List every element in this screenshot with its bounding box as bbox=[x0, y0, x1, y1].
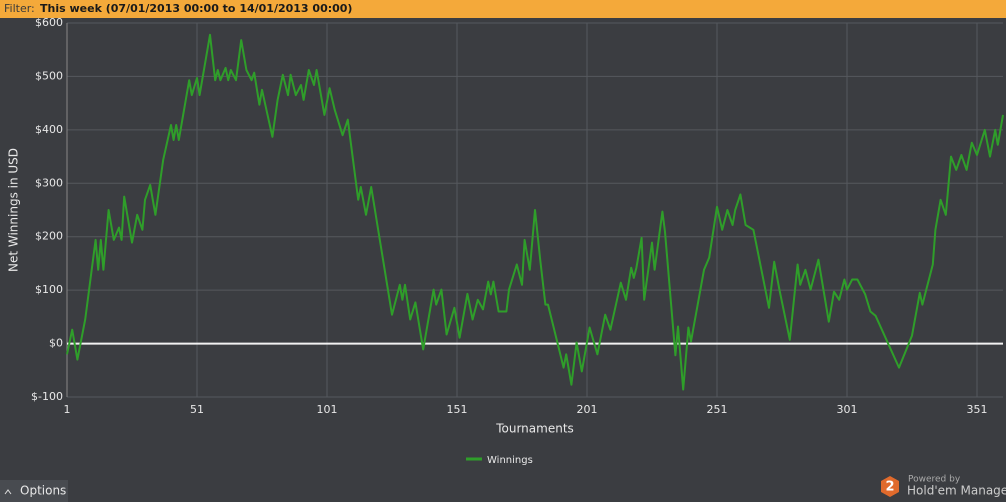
y-tick-label: $100 bbox=[35, 283, 63, 296]
x-tick-label: 1 bbox=[64, 403, 71, 416]
y-tick-label: $300 bbox=[35, 176, 63, 189]
logo-number: 2 bbox=[885, 480, 894, 495]
x-tick-label: 51 bbox=[190, 403, 204, 416]
brand: Hold'em Manager bbox=[907, 484, 1006, 498]
line bbox=[66, 33, 1004, 391]
options-button[interactable] bbox=[0, 480, 68, 502]
x-axis-title: Tournaments bbox=[495, 422, 574, 436]
filter-bar bbox=[0, 0, 1006, 18]
x-tick-label: 301 bbox=[837, 403, 858, 416]
options-label: Options bbox=[20, 484, 66, 498]
x-tick-label: 251 bbox=[707, 403, 728, 416]
x-tick-label: 101 bbox=[317, 403, 338, 416]
y-tick-label: $600 bbox=[35, 16, 63, 29]
logo-badge bbox=[881, 476, 899, 497]
filter-value[interactable]: This week (07/01/2013 00:00 to 14/01/201… bbox=[40, 2, 352, 15]
y-tick-label: $400 bbox=[35, 123, 63, 136]
y-axis-title: Net Winnings in USD bbox=[7, 148, 21, 272]
y-tick-label: $200 bbox=[35, 230, 63, 243]
powered-by: Powered by bbox=[908, 475, 961, 485]
legend-label: Winnings bbox=[487, 455, 533, 466]
filter-label: Filter: bbox=[4, 2, 35, 15]
x-tick-label: 351 bbox=[967, 403, 988, 416]
x-tick-label: 201 bbox=[577, 403, 598, 416]
y-tick-label: $0 bbox=[49, 337, 63, 350]
x-tick-label: 151 bbox=[447, 403, 468, 416]
y-tick-label: $-100 bbox=[31, 390, 63, 403]
y-tick-label: $500 bbox=[35, 69, 63, 82]
options-caret bbox=[4, 489, 12, 495]
